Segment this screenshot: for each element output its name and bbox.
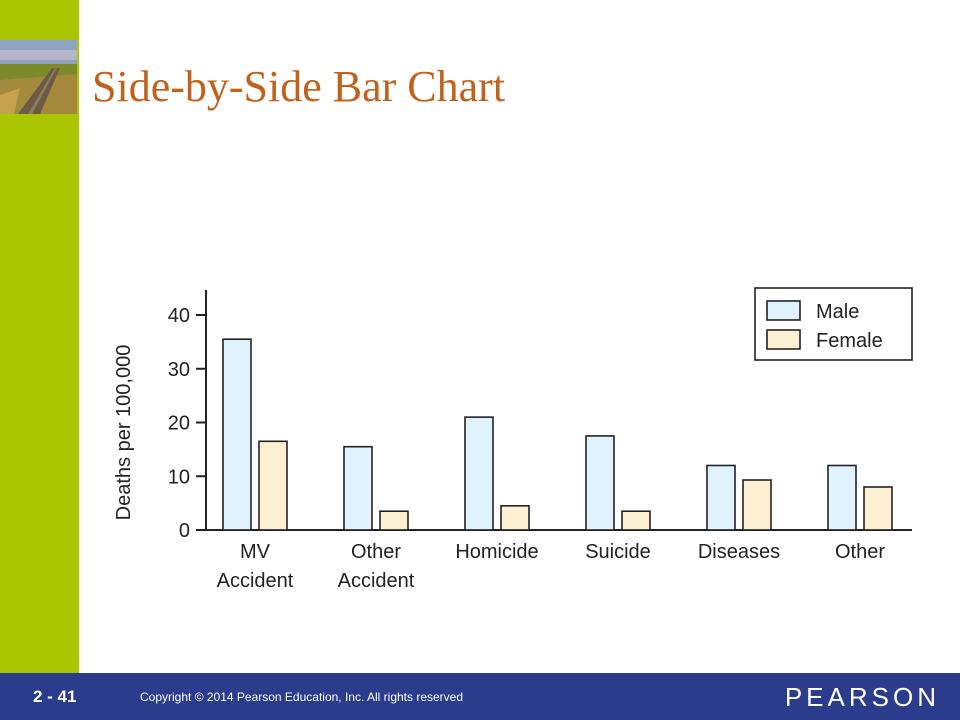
x-tick-label: Accident (217, 570, 294, 592)
side-by-side-bar-chart: 0 10 20 30 40 Deaths per 100,000 MV Accident Oth… (113, 287, 913, 592)
x-tick-label: Other (835, 541, 885, 563)
page-number: 2 - 41 (33, 687, 77, 706)
legend-swatch-female (766, 329, 801, 350)
bar-female (500, 505, 530, 531)
bar-male (585, 435, 615, 531)
y-tick-label: 20 (168, 413, 190, 435)
x-tick-label: MV (240, 541, 271, 563)
y-tick-label: 30 (168, 359, 190, 381)
bar-female (863, 486, 893, 531)
bar-male (222, 338, 252, 531)
bar-female (742, 479, 772, 531)
pearson-brand-logo: PEARSON (784, 682, 940, 712)
x-tick-label: Suicide (585, 541, 651, 563)
boardwalk-logo-image (0, 40, 77, 114)
bar-female (621, 510, 651, 531)
footer-bar: 2 - 41 Copyright © 2014 Pearson Educatio… (0, 673, 960, 720)
slide-title: Side-by-Side Bar Chart (92, 62, 506, 111)
bar-female (258, 440, 288, 531)
bar-male (706, 464, 736, 531)
legend-label-male: Male (816, 301, 859, 323)
y-tick-label: 40 (168, 305, 190, 327)
bar-male (343, 445, 373, 531)
x-tick-label: Homicide (455, 541, 538, 563)
x-tick-label: Accident (338, 570, 415, 592)
y-tick-label: 0 (179, 520, 190, 542)
x-tick-label: Diseases (698, 541, 780, 563)
bar-male (464, 416, 494, 531)
bar-male (827, 464, 857, 531)
y-tick-label: 10 (168, 466, 190, 488)
legend-label-female: Female (816, 330, 883, 352)
bar-female (379, 510, 409, 531)
legend-swatch-male (766, 300, 801, 321)
y-axis-label: Deaths per 100,000 (113, 345, 135, 521)
copyright-notice: Copyright © 2014 Pearson Education, Inc.… (140, 690, 464, 704)
x-tick-label: Other (351, 541, 401, 563)
